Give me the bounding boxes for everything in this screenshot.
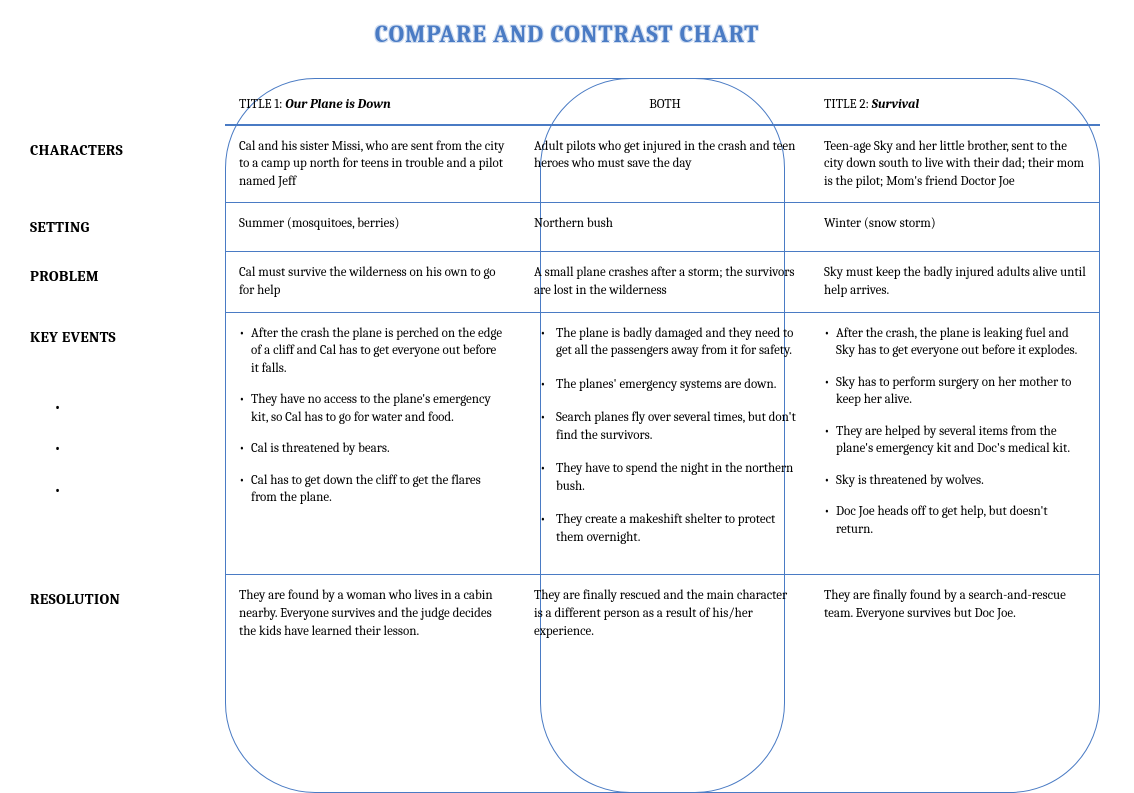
list-item: Doc Joe heads off to get help, but doesn… xyxy=(824,503,1086,538)
column-header-title1: TITLE 1: Our Plane is Down xyxy=(225,78,520,124)
title2-name: Survival xyxy=(872,97,920,112)
cell-problem-title2: Sky must keep the badly injured adults a… xyxy=(810,252,1100,311)
key-events-title2-list: After the crash, the plane is leaking fu… xyxy=(824,325,1086,539)
row-label-setting: SETTING xyxy=(30,203,225,251)
cell-resolution-both: They are finally rescued and the main ch… xyxy=(520,575,810,652)
title1-name: Our Plane is Down xyxy=(285,97,390,112)
cell-characters-title2: Teen-age Sky and her little brother, sen… xyxy=(810,126,1100,203)
cell-resolution-title1: They are found by a woman who lives in a… xyxy=(225,575,520,652)
key-events-both-list: The plane is badly damaged and they need… xyxy=(534,325,796,547)
cell-characters-title1: Cal and his sister Missi, who are sent f… xyxy=(225,126,520,203)
row-label-resolution: RESOLUTION xyxy=(30,575,225,623)
cell-key-events-title2: After the crash, the plane is leaking fu… xyxy=(810,313,1100,575)
key-events-side-bullets: ••• xyxy=(30,387,217,512)
key-events-text: KEY EVENTS xyxy=(30,327,217,347)
title2-prefix: TITLE 2: xyxy=(824,97,872,112)
cell-setting-title1: Summer (mosquitoes, berries) xyxy=(225,203,520,251)
list-item: Sky is threatened by wolves. xyxy=(824,472,1086,490)
list-item: Cal is threatened by bears. xyxy=(239,440,506,458)
page-title: COMPARE AND CONTRAST CHART xyxy=(30,20,1104,48)
row-label-key-events: KEY EVENTS ••• xyxy=(30,313,225,526)
cell-setting-title2: Winter (snow storm) xyxy=(810,203,1100,251)
list-item: After the crash, the plane is leaking fu… xyxy=(824,325,1086,360)
chart-grid: TITLE 1: Our Plane is Down BOTH TITLE 2:… xyxy=(30,78,1104,652)
cell-resolution-title2: They are finally found by a search-and-r… xyxy=(810,575,1100,652)
column-header-title2: TITLE 2: Survival xyxy=(810,78,1100,124)
row-label-problem: PROBLEM xyxy=(30,252,225,300)
key-events-title1-list: After the crash the plane is perched on … xyxy=(239,325,506,507)
list-item: They are helped by several items from th… xyxy=(824,423,1086,458)
list-item: They have no access to the plane's emerg… xyxy=(239,391,506,426)
cell-key-events-title1: After the crash the plane is perched on … xyxy=(225,313,520,575)
list-item: Search planes fly over several times, bu… xyxy=(534,409,796,444)
list-item: They have to spend the night in the nort… xyxy=(534,460,796,495)
row-label-characters: CHARACTERS xyxy=(30,126,225,174)
cell-key-events-both: The plane is badly damaged and they need… xyxy=(520,313,810,575)
cell-characters-both: Adult pilots who get injured in the cras… xyxy=(520,126,810,203)
list-item: Sky has to perform surgery on her mother… xyxy=(824,374,1086,409)
header-spacer xyxy=(30,78,225,124)
list-item: After the crash the plane is perched on … xyxy=(239,325,506,378)
list-item: They create a makeshift shelter to prote… xyxy=(534,511,796,546)
compare-contrast-chart: TITLE 1: Our Plane is Down BOTH TITLE 2:… xyxy=(30,78,1104,652)
cell-setting-both: Northern bush xyxy=(520,203,810,251)
title1-prefix: TITLE 1: xyxy=(239,97,285,112)
list-item: The planes' emergency systems are down. xyxy=(534,376,796,394)
column-header-both: BOTH xyxy=(520,78,810,124)
list-item: The plane is badly damaged and they need… xyxy=(534,325,796,360)
list-item: Cal has to get down the cliff to get the… xyxy=(239,472,506,507)
cell-problem-title1: Cal must survive the wilderness on his o… xyxy=(225,252,520,311)
cell-problem-both: A small plane crashes after a storm; the… xyxy=(520,252,810,311)
